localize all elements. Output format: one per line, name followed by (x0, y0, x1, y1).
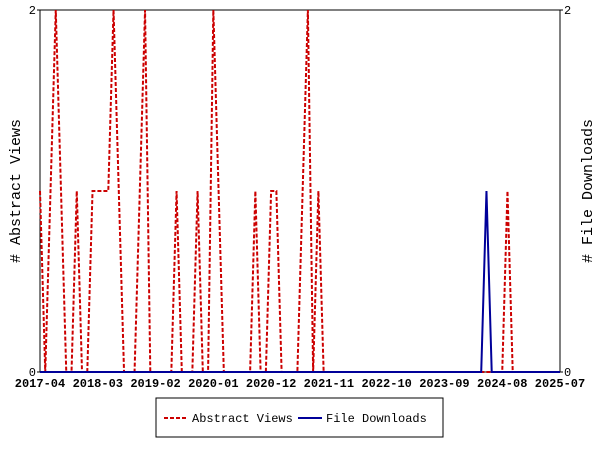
x-tick-label: 2024-08 (477, 377, 527, 391)
y2-tick-label: 2 (564, 4, 571, 18)
legend-label: File Downloads (326, 412, 427, 426)
x-tick-label: 2019-02 (130, 377, 180, 391)
x-tick-label: 2025-07 (535, 377, 585, 391)
x-tick-label: 2021-11 (304, 377, 354, 391)
x-tick-label: 2023-09 (419, 377, 469, 391)
legend-label: Abstract Views (192, 412, 293, 426)
x-tick-label: 2022-10 (361, 377, 411, 391)
y-axis-title: # Abstract Views (8, 119, 25, 263)
x-tick-label: 2020-01 (188, 377, 238, 391)
y-tick-label: 0 (29, 366, 36, 380)
y-tick-label: 2 (29, 4, 36, 18)
legend-box (155, 397, 444, 438)
x-tick-label: 2017-04 (15, 377, 65, 391)
x-tick-label: 2018-03 (73, 377, 123, 391)
y2-tick-label: 0 (564, 366, 571, 380)
y2-axis-title: # File Downloads (580, 119, 597, 263)
series-line (40, 190, 560, 373)
x-tick-label: 2020-12 (246, 377, 296, 391)
